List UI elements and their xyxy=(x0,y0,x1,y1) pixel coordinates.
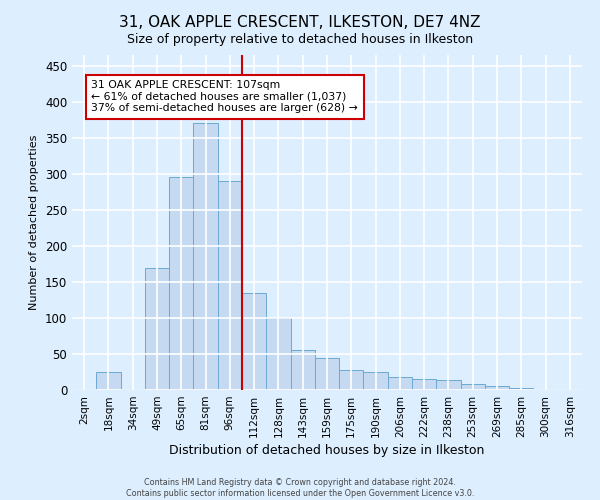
Bar xyxy=(315,358,339,390)
Bar xyxy=(558,388,582,390)
Bar xyxy=(461,384,485,390)
Bar xyxy=(436,380,461,390)
Bar xyxy=(509,388,533,390)
Bar xyxy=(388,377,412,390)
Y-axis label: Number of detached properties: Number of detached properties xyxy=(29,135,40,310)
Bar xyxy=(266,318,290,390)
Bar xyxy=(290,350,315,390)
Bar xyxy=(121,388,145,390)
Bar xyxy=(412,379,436,390)
Bar xyxy=(364,372,388,390)
Bar xyxy=(485,386,509,390)
Bar xyxy=(218,181,242,390)
Bar xyxy=(533,388,558,390)
Bar xyxy=(193,124,218,390)
Bar xyxy=(339,370,364,390)
Bar xyxy=(72,388,96,390)
Bar xyxy=(169,178,193,390)
Text: 31 OAK APPLE CRESCENT: 107sqm
← 61% of detached houses are smaller (1,037)
37% o: 31 OAK APPLE CRESCENT: 107sqm ← 61% of d… xyxy=(91,80,358,114)
Text: 31, OAK APPLE CRESCENT, ILKESTON, DE7 4NZ: 31, OAK APPLE CRESCENT, ILKESTON, DE7 4N… xyxy=(119,15,481,30)
Bar xyxy=(145,268,169,390)
Bar xyxy=(242,292,266,390)
Text: Contains HM Land Registry data © Crown copyright and database right 2024.
Contai: Contains HM Land Registry data © Crown c… xyxy=(126,478,474,498)
X-axis label: Distribution of detached houses by size in Ilkeston: Distribution of detached houses by size … xyxy=(169,444,485,457)
Text: Size of property relative to detached houses in Ilkeston: Size of property relative to detached ho… xyxy=(127,32,473,46)
Bar xyxy=(96,372,121,390)
